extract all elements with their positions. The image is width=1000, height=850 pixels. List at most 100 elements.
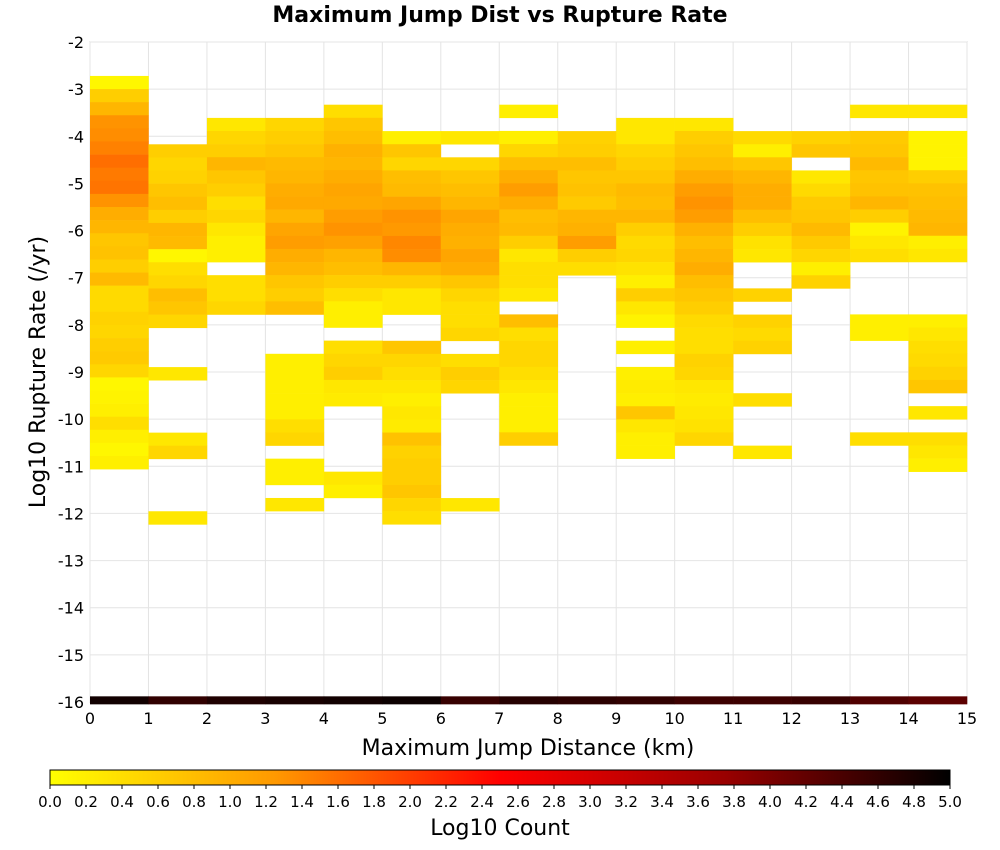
colorbar-tick-label: 3.0	[578, 793, 602, 811]
heatmap-cell	[265, 366, 325, 381]
heatmap-cell	[382, 419, 442, 433]
heatmap-cell	[90, 102, 149, 116]
y-tick-label: -7	[68, 269, 84, 288]
y-axis-label: Log10 Rupture Rate (/yr)	[26, 236, 51, 508]
heatmap-cell	[206, 183, 266, 197]
heatmap-cell	[616, 393, 675, 407]
heatmap-cell	[850, 196, 909, 210]
heatmap-cell	[499, 222, 559, 237]
colorbar-tick-label: 4.4	[830, 793, 854, 811]
heatmap-cell	[733, 288, 792, 302]
heatmap-cell	[90, 193, 149, 208]
heatmap-cell	[499, 196, 559, 210]
heatmap-cell	[499, 353, 559, 368]
heatmap-cell	[206, 144, 266, 158]
heatmap-cell	[440, 262, 500, 276]
heatmap-cell-bottom	[323, 696, 383, 705]
heatmap-cell	[733, 144, 792, 158]
heatmap-cell	[557, 222, 617, 237]
heatmap-cell	[616, 380, 675, 394]
colorbar-tick-label: 2.0	[398, 793, 422, 811]
heatmap-cell	[850, 130, 909, 145]
heatmap-cell	[908, 248, 968, 263]
heatmap-cell	[674, 432, 734, 446]
heatmap-cell	[90, 416, 149, 431]
heatmap-cell	[674, 131, 734, 145]
colorbar-gradient	[49, 769, 951, 786]
y-axis-ticks: -2 -3 -4 -5 -6 -7 -8 -9 -10 -11 -12 -13 -14 -15 -16	[58, 33, 84, 712]
heatmap-cell	[791, 222, 851, 237]
heatmap-cell	[382, 144, 442, 158]
y-tick-label: -10	[58, 410, 84, 429]
heatmap-cell	[382, 498, 442, 512]
heatmap-cell	[323, 222, 383, 237]
heatmap-cell	[674, 144, 734, 158]
heatmap-cell	[850, 222, 909, 237]
heatmap-cell	[323, 366, 383, 381]
heatmap-cell	[557, 209, 617, 224]
colorbar-tick-label: 4.6	[866, 793, 890, 811]
heatmap-cell-bottom	[265, 696, 325, 705]
heatmap-cell	[674, 183, 734, 197]
x-tick-label: 5	[377, 709, 387, 728]
heatmap-cell	[206, 117, 266, 132]
heatmap-cell	[440, 327, 500, 342]
heatmap-cell	[440, 367, 500, 381]
heatmap-cell	[499, 157, 559, 171]
heatmap-cell	[90, 324, 149, 339]
heatmap-cell	[148, 236, 208, 250]
heatmap-cell	[674, 406, 734, 420]
heatmap-cell	[90, 233, 149, 247]
heatmap-cell	[440, 235, 500, 250]
heatmap-cell	[440, 249, 500, 263]
x-tick-label: 14	[898, 709, 918, 728]
heatmap-cell	[265, 170, 325, 184]
heatmap-cell	[674, 366, 734, 381]
heatmap-cell	[850, 183, 909, 197]
heatmap-cell	[382, 222, 442, 237]
heatmap-cell-bottom	[499, 696, 559, 705]
heatmap-cell	[265, 183, 325, 197]
heatmap-cell	[148, 249, 208, 263]
heatmap-cell	[733, 131, 792, 145]
colorbar-tick-label: 3.6	[686, 793, 710, 811]
heatmap-cell	[206, 131, 266, 145]
heatmap-cell-bottom	[90, 696, 149, 705]
heatmap-cell	[674, 419, 734, 433]
heatmap-cell	[265, 144, 325, 158]
heatmap-cell	[90, 311, 149, 326]
heatmap-cell	[616, 432, 675, 446]
heatmap-cell	[382, 406, 442, 420]
heatmap-cell	[908, 458, 968, 472]
heatmap-cell	[674, 314, 734, 328]
heatmap-cell	[674, 222, 734, 237]
heatmap-cell	[733, 157, 792, 171]
heatmap-cell	[557, 235, 617, 250]
heatmap-cell	[382, 183, 442, 197]
heatmap-cell	[90, 115, 149, 129]
heatmap-cell	[499, 248, 559, 263]
heatmap-cell	[908, 379, 968, 394]
heatmap-cell	[148, 144, 208, 158]
heatmap-cell	[733, 183, 792, 197]
heatmap-cell	[733, 196, 792, 211]
heatmap-cell	[323, 393, 383, 407]
heatmap-cell	[616, 235, 675, 250]
x-tick-label: 2	[202, 709, 212, 728]
heatmap-cell	[323, 288, 383, 302]
y-tick-label: -16	[58, 693, 84, 712]
heatmap-cell	[90, 180, 149, 195]
heatmap-cell	[323, 209, 383, 223]
heatmap-cell	[616, 170, 675, 184]
heatmap-cell	[90, 390, 149, 404]
heatmap-cell	[850, 157, 909, 171]
heatmap-cell	[499, 366, 559, 381]
heatmap-cell	[908, 183, 968, 197]
x-tick-label: 11	[723, 709, 743, 728]
x-tick-label: 13	[840, 709, 860, 728]
heatmap-cell	[440, 314, 500, 328]
heatmap-cell	[616, 157, 675, 171]
colorbar-tick-label: 0.4	[110, 793, 134, 811]
heatmap-cell-bottom	[674, 696, 734, 705]
heatmap-cell	[499, 432, 559, 446]
